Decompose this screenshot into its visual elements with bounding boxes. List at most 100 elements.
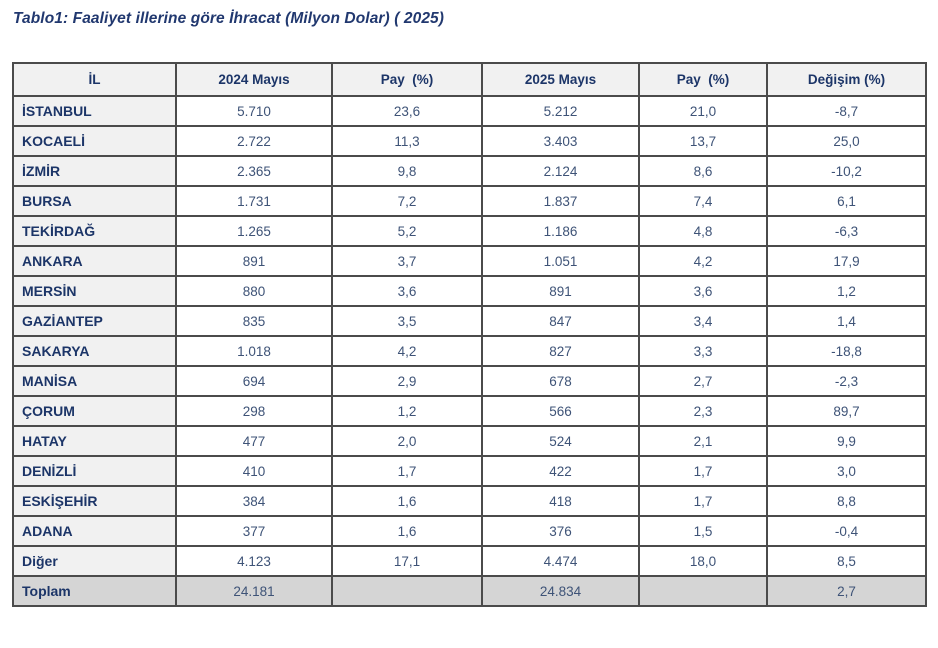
cell-pay-2024: 3,6 (331, 275, 483, 307)
cell-pay-2024: 1,2 (331, 395, 483, 427)
cell-pay-2025: 1,5 (638, 515, 768, 547)
cell-pay-2025: 3,4 (638, 305, 768, 337)
row-label: DENİZLİ (12, 455, 177, 487)
cell-2024-mayis: 880 (175, 275, 333, 307)
table-body: İSTANBUL 5.710 23,6 5.212 21,0 -8,7 KOCAELİ 2.7… (12, 95, 927, 607)
cell-pay-2025: 1,7 (638, 455, 768, 487)
row-label: ÇORUM (12, 395, 177, 427)
cell-pay-2024: 7,2 (331, 185, 483, 217)
table-row: İZMİR 2.365 9,8 2.124 8,6 -10,2 (12, 155, 927, 187)
cell-degisim: 25,0 (766, 125, 927, 157)
cell-2025-mayis: 376 (481, 515, 640, 547)
cell-2025-mayis: 891 (481, 275, 640, 307)
table-row: MERSİN 880 3,6 891 3,6 1,2 (12, 275, 927, 307)
cell-pay-2025: 13,7 (638, 125, 768, 157)
cell-pay-2025: 1,7 (638, 485, 768, 517)
cell-pay-2025: 2,7 (638, 365, 768, 397)
cell-2025-mayis: 418 (481, 485, 640, 517)
table-row: ANKARA 891 3,7 1.051 4,2 17,9 (12, 245, 927, 277)
cell-pay-2024: 2,0 (331, 425, 483, 457)
row-label: ESKİŞEHİR (12, 485, 177, 517)
cell-2024-mayis: 1.018 (175, 335, 333, 367)
table-row: GAZİANTEP 835 3,5 847 3,4 1,4 (12, 305, 927, 337)
cell-pay-2025: 7,4 (638, 185, 768, 217)
table-row: ÇORUM 298 1,2 566 2,3 89,7 (12, 395, 927, 427)
table-row: DENİZLİ 410 1,7 422 1,7 3,0 (12, 455, 927, 487)
cell-degisim: -6,3 (766, 215, 927, 247)
cell-2024-mayis: 477 (175, 425, 333, 457)
cell-degisim: 9,9 (766, 425, 927, 457)
cell-2024-mayis: 384 (175, 485, 333, 517)
row-label: HATAY (12, 425, 177, 457)
cell-2025-mayis: 847 (481, 305, 640, 337)
table-row: BURSA 1.731 7,2 1.837 7,4 6,1 (12, 185, 927, 217)
table-row: KOCAELİ 2.722 11,3 3.403 13,7 25,0 (12, 125, 927, 157)
cell-degisim: 6,1 (766, 185, 927, 217)
cell-degisim: 1,2 (766, 275, 927, 307)
cell-pay-2025 (638, 575, 768, 607)
cell-degisim: 17,9 (766, 245, 927, 277)
row-label: GAZİANTEP (12, 305, 177, 337)
cell-2024-mayis: 694 (175, 365, 333, 397)
cell-degisim: 8,8 (766, 485, 927, 517)
column-header-degisim: Değişim (%) (766, 62, 927, 97)
cell-degisim: 8,5 (766, 545, 927, 577)
cell-pay-2024: 4,2 (331, 335, 483, 367)
cell-pay-2024 (331, 575, 483, 607)
cell-pay-2025: 4,2 (638, 245, 768, 277)
cell-2024-mayis: 891 (175, 245, 333, 277)
cell-2024-mayis: 4.123 (175, 545, 333, 577)
header-row: İL 2024 Mayıs Pay (%) 2025 Mayıs Pay (%)… (12, 62, 927, 97)
table-row: SAKARYA 1.018 4,2 827 3,3 -18,8 (12, 335, 927, 367)
row-label: İZMİR (12, 155, 177, 187)
cell-2025-mayis: 4.474 (481, 545, 640, 577)
cell-2024-mayis: 5.710 (175, 95, 333, 127)
cell-pay-2025: 8,6 (638, 155, 768, 187)
cell-2025-mayis: 566 (481, 395, 640, 427)
cell-2025-mayis: 827 (481, 335, 640, 367)
row-label: TEKİRDAĞ (12, 215, 177, 247)
cell-pay-2024: 5,2 (331, 215, 483, 247)
cell-2024-mayis: 377 (175, 515, 333, 547)
cell-pay-2024: 23,6 (331, 95, 483, 127)
column-header-pay-2025: Pay (%) (638, 62, 768, 97)
column-header-2025-mayis: 2025 Mayıs (481, 62, 640, 97)
cell-2024-mayis: 2.722 (175, 125, 333, 157)
cell-pay-2024: 3,5 (331, 305, 483, 337)
row-label: ADANA (12, 515, 177, 547)
cell-degisim: 3,0 (766, 455, 927, 487)
cell-pay-2025: 21,0 (638, 95, 768, 127)
table-header: İL 2024 Mayıs Pay (%) 2025 Mayıs Pay (%)… (12, 62, 927, 97)
cell-degisim: -0,4 (766, 515, 927, 547)
row-label: KOCAELİ (12, 125, 177, 157)
cell-2024-mayis: 2.365 (175, 155, 333, 187)
table-row: MANİSA 694 2,9 678 2,7 -2,3 (12, 365, 927, 397)
cell-2025-mayis: 422 (481, 455, 640, 487)
cell-degisim: 89,7 (766, 395, 927, 427)
cell-pay-2025: 2,3 (638, 395, 768, 427)
column-header-pay-2024: Pay (%) (331, 62, 483, 97)
cell-pay-2024: 9,8 (331, 155, 483, 187)
cell-2024-mayis: 298 (175, 395, 333, 427)
cell-2025-mayis: 524 (481, 425, 640, 457)
cell-2024-mayis: 835 (175, 305, 333, 337)
page-title: Tablo1: Faaliyet illerine göre İhracat (… (13, 10, 445, 27)
row-label: MANİSA (12, 365, 177, 397)
table-row: Diğer 4.123 17,1 4.474 18,0 8,5 (12, 545, 927, 577)
cell-pay-2025: 3,3 (638, 335, 768, 367)
cell-pay-2025: 4,8 (638, 215, 768, 247)
cell-2025-mayis: 2.124 (481, 155, 640, 187)
cell-degisim: 1,4 (766, 305, 927, 337)
table-row: HATAY 477 2,0 524 2,1 9,9 (12, 425, 927, 457)
cell-pay-2024: 1,6 (331, 485, 483, 517)
table-row: ADANA 377 1,6 376 1,5 -0,4 (12, 515, 927, 547)
cell-pay-2024: 3,7 (331, 245, 483, 277)
cell-2024-mayis: 410 (175, 455, 333, 487)
cell-2024-mayis: 24.181 (175, 575, 333, 607)
cell-degisim: 2,7 (766, 575, 927, 607)
cell-degisim: -8,7 (766, 95, 927, 127)
cell-pay-2024: 1,6 (331, 515, 483, 547)
row-label: ANKARA (12, 245, 177, 277)
cell-pay-2024: 11,3 (331, 125, 483, 157)
